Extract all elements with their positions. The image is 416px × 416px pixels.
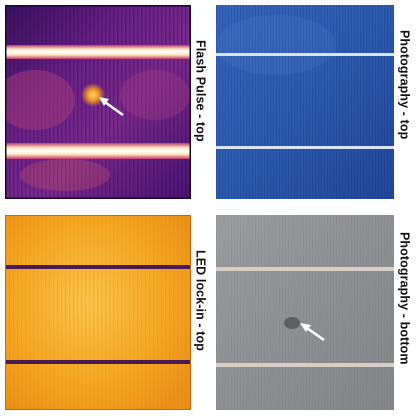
photography-top-label: Photography - top bbox=[397, 30, 412, 140]
led-lock-in-top-label: LED lock-in - top bbox=[193, 250, 208, 351]
photography-top-image bbox=[216, 5, 394, 199]
flash-pulse-top-label: Flash Pulse - top bbox=[193, 40, 208, 142]
led-lock-in-thermal-image bbox=[5, 215, 191, 410]
photography-bottom-image bbox=[216, 215, 394, 410]
flash-pulse-thermal-image bbox=[5, 5, 191, 199]
photography-bottom-label: Photography - bottom bbox=[397, 232, 412, 365]
